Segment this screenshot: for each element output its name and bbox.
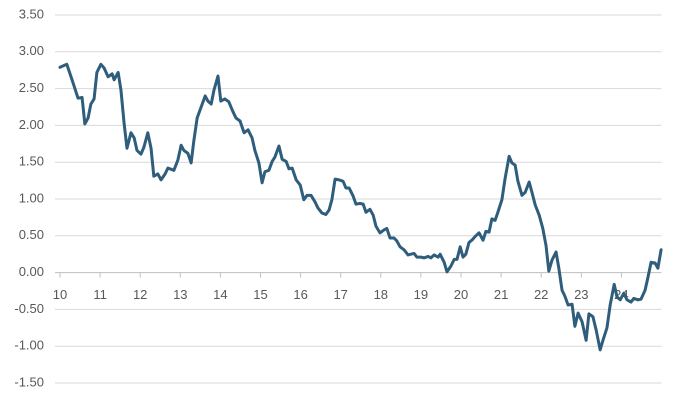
x-tick-label: 13 [173, 287, 187, 302]
y-tick-label: -0.50 [14, 301, 44, 316]
x-tick-label: 10 [53, 287, 67, 302]
x-tick-label: 20 [454, 287, 468, 302]
y-tick-label: 2.50 [19, 80, 44, 95]
x-tick-label: 18 [374, 287, 388, 302]
y-tick-label: 1.00 [19, 190, 44, 205]
y-tick-label: 3.00 [19, 43, 44, 58]
x-tick-label: 21 [494, 287, 508, 302]
x-tick-label: 16 [293, 287, 307, 302]
y-tick-label: 3.50 [19, 6, 44, 21]
x-tick-label: 22 [534, 287, 548, 302]
x-tick-label: 19 [414, 287, 428, 302]
x-tick-label: 14 [213, 287, 227, 302]
y-tick-label: 1.50 [19, 154, 44, 169]
x-tick-label: 17 [333, 287, 347, 302]
y-tick-label: -1.00 [14, 338, 44, 353]
x-tick-label: 15 [253, 287, 267, 302]
y-tick-label: 2.00 [19, 117, 44, 132]
x-tick-label: 23 [574, 287, 588, 302]
data-line [58, 62, 663, 352]
y-tick-label: 0.00 [19, 264, 44, 279]
y-tick-label: 0.50 [19, 227, 44, 242]
y-tick-label: -1.50 [14, 374, 44, 389]
x-tick-label: 11 [93, 287, 107, 302]
x-tick-label: 12 [133, 287, 147, 302]
